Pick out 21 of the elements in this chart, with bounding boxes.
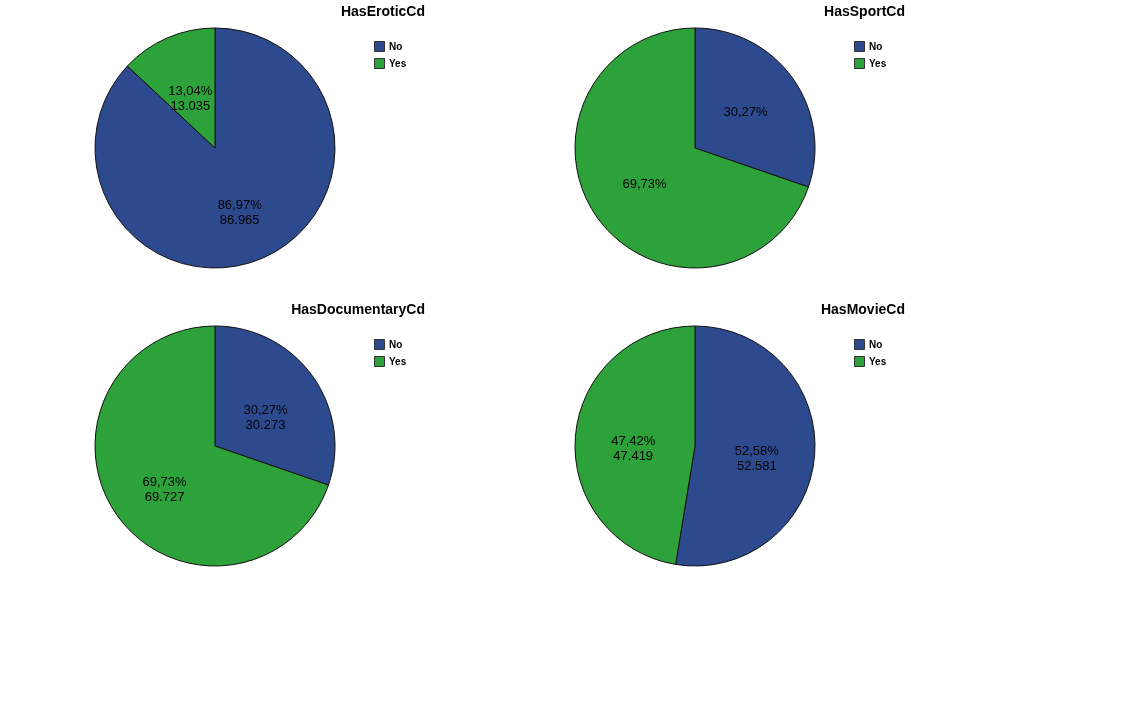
chart-title: HasDocumentaryCd xyxy=(291,301,425,317)
data-label: 69,73% xyxy=(622,176,668,192)
data-label: 47,42% 47.419 xyxy=(611,432,656,463)
data-label: 69,73% 69.727 xyxy=(142,474,188,505)
data-label: 13,04% 13.035 xyxy=(168,83,213,114)
data-label: 52,58% 52.581 xyxy=(734,443,780,474)
legend-label: Yes xyxy=(869,355,887,367)
legend-label: Yes xyxy=(389,355,407,367)
legend-label: Yes xyxy=(389,57,407,69)
legend-label: No xyxy=(869,338,883,350)
chart-title: HasSportCd xyxy=(824,3,905,19)
data-label: 86,97% 86.965 xyxy=(217,196,263,227)
legend-label: Yes xyxy=(869,57,887,69)
legend-label: No xyxy=(389,40,403,52)
pie-slice xyxy=(94,27,336,269)
chart-title: HasMovieCd xyxy=(820,301,905,317)
data-label: 30,27% xyxy=(723,103,768,119)
legend-label: No xyxy=(389,338,403,350)
legend-label: No xyxy=(869,40,883,52)
data-label: 30,27% 30.273 xyxy=(243,401,288,432)
chart-title: HasEroticCd xyxy=(340,3,425,19)
